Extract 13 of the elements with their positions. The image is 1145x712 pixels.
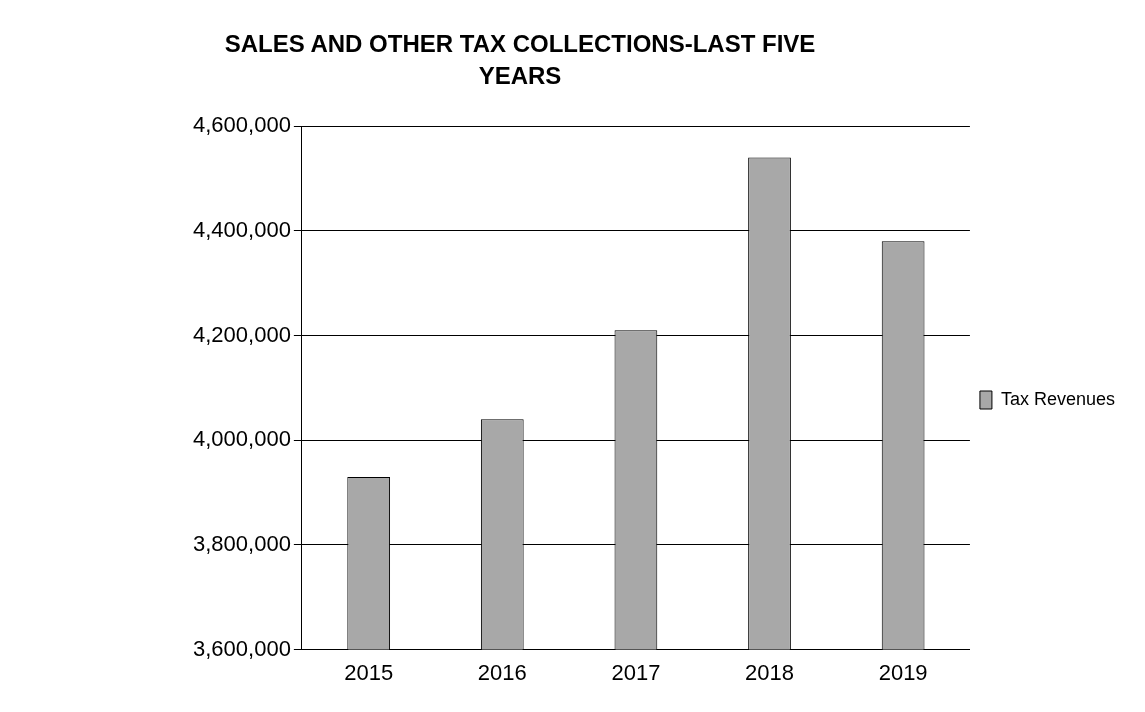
x-tick-label: 2018 — [745, 659, 794, 685]
y-tick-label: 3,600,000 — [193, 635, 291, 661]
chart-title: SALES AND OTHER TAX COLLECTIONS-LAST FIVE YEARS — [223, 29, 817, 91]
y-tick-label: 4,000,000 — [193, 426, 291, 452]
y-tick-label: 4,200,000 — [193, 321, 291, 347]
legend-label: Tax Revenues — [1000, 388, 1116, 409]
x-tick-label: 2017 — [611, 659, 661, 685]
y-tick-label: 3,800,000 — [193, 530, 291, 556]
y-tick-label: 4,600,000 — [193, 112, 291, 138]
x-tick-label: 2015 — [344, 659, 394, 685]
x-tick-label: 2016 — [477, 659, 527, 685]
x-tick-label: 2019 — [878, 659, 928, 685]
y-tick-label: 4,400,000 — [193, 216, 291, 242]
